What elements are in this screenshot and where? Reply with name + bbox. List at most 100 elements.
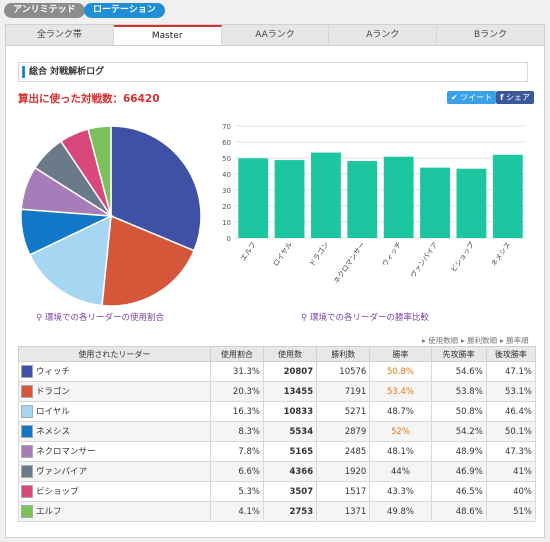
x-tick-label: ウィッチ <box>381 241 404 269</box>
leader-avatar-icon <box>21 505 33 518</box>
table-row[interactable]: ロイヤル 16.3% 10833 5271 48.7% 50.8% 46.4% <box>18 401 537 422</box>
winrate-cell: 48.7% <box>369 401 432 422</box>
leader-cell: ロイヤル <box>18 401 211 422</box>
second-winrate-cell: 53.1% <box>485 381 537 402</box>
pie-slice-8 <box>87 125 112 217</box>
col-wins: 勝利数 <box>316 346 371 362</box>
leader-name: エルフ <box>36 507 62 517</box>
winrate-cell: 43.3% <box>369 481 432 502</box>
first-winrate-cell: 53.8% <box>430 381 487 402</box>
share-cell: 4.1% <box>209 501 264 522</box>
facebook-share-button[interactable]: f シェア <box>496 91 535 104</box>
table-row[interactable]: ドラゴン 20.3% 13455 7191 53.4% 53.8% 53.1% <box>18 381 537 402</box>
table-row[interactable]: ビショップ 5.3% 3507 1517 43.3% 46.5% 40% <box>18 481 537 502</box>
pie-slice-2 <box>101 214 196 307</box>
battle-count: 算出に使った対戦数：66420 <box>18 93 160 105</box>
y-tick-label: 60 <box>222 139 231 147</box>
rotation-button[interactable]: ローテーション <box>84 3 165 18</box>
share-cell: 20.3% <box>209 381 264 402</box>
wins-cell: 1517 <box>316 481 371 502</box>
x-tick-label: ネクロマンサー <box>332 241 367 286</box>
sort-by-wins[interactable]: ▸ 勝利数順 <box>461 336 498 345</box>
col-winrate: 勝率 <box>369 346 432 362</box>
tweet-button[interactable]: ✔ ツイート <box>447 91 497 104</box>
second-winrate-cell: 47.3% <box>485 441 537 462</box>
bar-4 <box>347 161 378 238</box>
first-winrate-cell: 48.6% <box>430 501 487 522</box>
table-row[interactable]: ウィッチ 31.3% 20807 10576 50.8% 54.6% 47.1% <box>18 361 537 382</box>
y-tick-label: 10 <box>222 219 231 227</box>
analysis-panel: 総合 対戦解析ログ 算出に使った対戦数：66420 ✔ ツイート f シェア 0… <box>5 46 545 538</box>
leader-name: ドラゴン <box>36 387 71 397</box>
table-row[interactable]: ヴァンパイア 6.6% 4366 1920 44% 46.9% 41% <box>18 461 537 482</box>
table-row[interactable]: エルフ 4.1% 2753 1371 49.8% 48.6% 51% <box>18 501 537 522</box>
first-winrate-cell: 54.2% <box>430 421 487 442</box>
bar-1 <box>238 158 269 238</box>
col-uses: 使用数 <box>262 346 318 362</box>
share-cell: 7.8% <box>209 441 264 462</box>
bar-2 <box>274 160 305 238</box>
share-cell: 16.3% <box>209 401 264 422</box>
first-winrate-cell: 46.9% <box>430 461 487 482</box>
y-tick-label: 20 <box>222 203 231 211</box>
tab-master[interactable]: Master <box>113 25 222 45</box>
unlimited-button[interactable]: アンリミテッド <box>4 3 85 18</box>
top-bar: アンリミテッド ローテーション <box>0 0 550 22</box>
winrate-cell: 49.8% <box>369 501 432 522</box>
col-share: 使用割合 <box>209 346 264 362</box>
bar-8 <box>492 154 523 238</box>
second-winrate-cell: 50.1% <box>485 421 537 442</box>
y-tick-label: 70 <box>222 123 231 131</box>
leader-stats-table: 使用されたリーダー 使用割合 使用数 勝利数 勝率 先攻勝率 後攻勝率 ウィッチ… <box>18 346 537 522</box>
share-cell: 8.3% <box>209 421 264 442</box>
bar-6 <box>420 167 450 238</box>
pie-chart-caption: ⚲ 環境での各リーダーの使用割合 <box>36 311 164 323</box>
winrate-cell: 44% <box>369 461 432 482</box>
tab-a-rank[interactable]: Aランク <box>329 25 438 45</box>
leader-cell: ネクロマンサー <box>18 441 211 462</box>
second-winrate-cell: 46.4% <box>485 401 537 422</box>
uses-cell: 10833 <box>262 401 318 422</box>
wins-cell: 10576 <box>316 361 371 382</box>
bar-chart-caption: ⚲ 環境での各リーダーの勝率比較 <box>301 311 429 323</box>
winrate-cell: 53.4% <box>369 381 432 402</box>
leader-cell: ヴァンパイア <box>18 461 211 482</box>
y-tick-label: 50 <box>222 155 231 163</box>
winrate-cell: 50.8% <box>369 361 432 382</box>
wins-cell: 5271 <box>316 401 371 422</box>
leader-cell: ビショップ <box>18 481 211 502</box>
x-tick-label: ロイヤル <box>272 241 294 268</box>
table-row[interactable]: ネメシス 8.3% 5534 2879 52% 54.2% 50.1% <box>18 421 537 442</box>
leader-name: ウィッチ <box>36 367 71 377</box>
uses-cell: 4366 <box>262 461 318 482</box>
first-winrate-cell: 54.6% <box>430 361 487 382</box>
section-title: 総合 対戦解析ログ <box>18 62 528 82</box>
tab-aa-rank[interactable]: AAランク <box>222 25 330 45</box>
second-winrate-cell: 41% <box>485 461 537 482</box>
x-tick-label: ビショップ <box>449 240 476 274</box>
winrate-cell: 52% <box>369 421 432 442</box>
table-row[interactable]: ネクロマンサー 7.8% 5165 2485 48.1% 48.9% 47.3% <box>18 441 537 462</box>
tab-b-rank[interactable]: Bランク <box>473 30 508 40</box>
tweet-label: ツイート <box>460 93 493 102</box>
x-tick-label: エルフ <box>239 241 258 263</box>
leader-name: ネメシス <box>36 427 71 437</box>
leader-name: ヴァンパイア <box>36 467 88 477</box>
sort-by-winrate[interactable]: ▸ 勝率順 <box>500 336 529 345</box>
pie-caption-text: 環境での各リーダーの使用割合 <box>44 313 164 323</box>
leader-name: ネクロマンサー <box>36 447 96 457</box>
tab-all-ranks[interactable]: 全ランク帯 <box>6 25 114 45</box>
share-cell: 5.3% <box>209 481 264 502</box>
uses-cell: 5534 <box>262 421 318 442</box>
leader-cell: ウィッチ <box>18 361 211 382</box>
leader-avatar-icon <box>21 405 33 418</box>
leader-cell: ネメシス <box>18 421 211 442</box>
leader-cell: ドラゴン <box>18 381 211 402</box>
wins-cell: 2879 <box>316 421 371 442</box>
x-tick-label: ネメシス <box>490 241 513 269</box>
first-winrate-cell: 50.8% <box>430 401 487 422</box>
uses-cell: 20807 <box>262 361 318 382</box>
leader-cell: エルフ <box>18 501 211 522</box>
sort-by-uses[interactable]: ▸ 使用数順 <box>422 336 459 345</box>
leader-avatar-icon <box>21 445 33 458</box>
